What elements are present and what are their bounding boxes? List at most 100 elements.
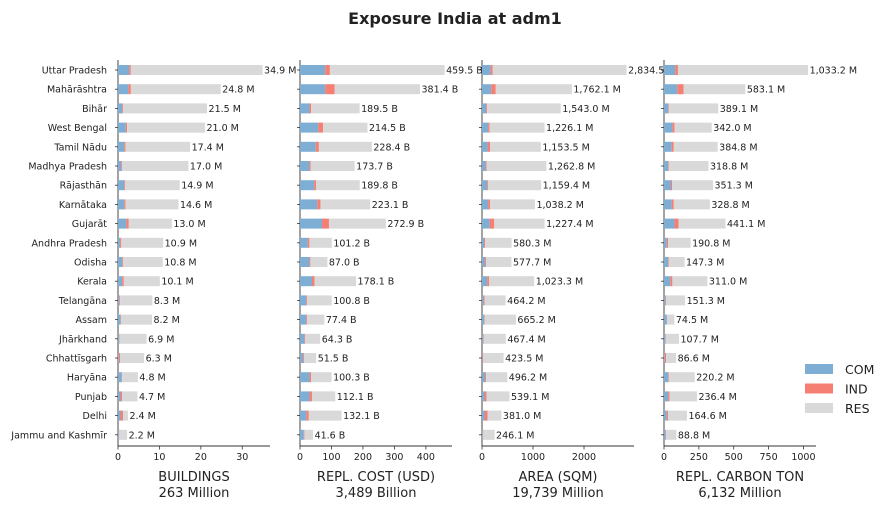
bar-com xyxy=(118,333,120,344)
data-label: 665.2 M xyxy=(517,315,555,326)
region-label: Bihār xyxy=(82,104,107,115)
bar-ind xyxy=(124,199,126,210)
bar-ind xyxy=(491,84,496,95)
bar-res xyxy=(490,199,535,210)
bar-com xyxy=(300,353,304,363)
region-label: Karnātaka xyxy=(59,200,107,211)
bar-com xyxy=(482,141,488,152)
bar-com xyxy=(118,295,120,306)
panel-total: 19,739 Million xyxy=(512,486,603,501)
data-label: 17.0 M xyxy=(190,162,222,173)
data-label: 8.3 M xyxy=(154,296,180,307)
data-label: 51.5 B xyxy=(318,354,349,365)
bar-res xyxy=(669,391,697,402)
bar-ind xyxy=(124,180,126,191)
bar-res xyxy=(123,276,160,287)
bar-com xyxy=(300,391,310,402)
bar-com xyxy=(300,372,310,383)
bar-com xyxy=(300,410,307,421)
bar-res xyxy=(666,429,677,440)
bar-com xyxy=(118,84,129,95)
data-label: 464.2 M xyxy=(507,296,545,307)
bar-com xyxy=(664,372,669,383)
data-label: 17.4 M xyxy=(192,142,224,153)
bar-ind xyxy=(487,180,489,191)
legend-swatch-ind xyxy=(805,383,833,394)
bar-res xyxy=(489,122,545,133)
region-label: Jammu and Kashmīr xyxy=(10,430,107,441)
bar-com xyxy=(300,141,316,152)
bar-ind xyxy=(485,257,487,267)
data-label: 311.0 M xyxy=(709,277,747,288)
bar-ind xyxy=(484,410,488,421)
bar-res xyxy=(328,218,386,229)
bar-ind xyxy=(118,353,121,363)
region-label: West Bengal xyxy=(48,123,107,134)
bar-ind xyxy=(487,276,490,287)
data-label: 2,834.5 M xyxy=(628,66,675,77)
data-label: 351.3 M xyxy=(714,181,752,192)
data-label: 173.7 B xyxy=(356,162,393,173)
bar-com xyxy=(482,372,486,383)
x-tick-label: 300 xyxy=(385,452,403,463)
bar-res xyxy=(673,141,718,152)
bar-ind xyxy=(306,410,309,421)
bar-com xyxy=(664,122,673,133)
bar-com xyxy=(482,314,485,325)
region-label: Chhattīsgarh xyxy=(46,354,107,365)
bar-res xyxy=(120,314,152,325)
bar-res xyxy=(128,218,172,229)
bar-res xyxy=(316,180,360,191)
bar-ind xyxy=(121,161,123,171)
bar-ind xyxy=(668,372,669,383)
x-tick-label: 500 xyxy=(725,452,743,463)
bar-res xyxy=(127,122,205,133)
data-label: 220.2 M xyxy=(696,373,734,384)
x-tick-label: 400 xyxy=(417,452,435,463)
bar-res xyxy=(678,218,726,229)
bar-res xyxy=(485,237,512,248)
bar-ind xyxy=(309,161,311,171)
bar-com xyxy=(300,218,323,229)
region-label: Haryāna xyxy=(67,373,107,384)
bar-com xyxy=(664,295,666,306)
data-label: 101.2 B xyxy=(333,238,370,249)
data-label: 41.6 B xyxy=(315,430,346,441)
data-label: 1,762.1 M xyxy=(573,85,620,96)
bar-res xyxy=(487,103,561,114)
bar-res xyxy=(668,372,695,383)
bar-res xyxy=(121,237,164,248)
bar-ind xyxy=(122,257,123,267)
bar-com xyxy=(664,65,676,75)
x-tick-label: 10 xyxy=(153,452,165,463)
bar-ind xyxy=(120,391,123,402)
bar-com xyxy=(664,314,667,325)
bar-com xyxy=(118,141,125,152)
bar-res xyxy=(304,429,314,440)
bar-res xyxy=(122,103,208,114)
data-label: 223.1 B xyxy=(372,200,409,211)
data-label: 328.8 M xyxy=(711,200,749,211)
bar-res xyxy=(489,276,535,287)
bar-res xyxy=(486,161,547,171)
data-label: 342.0 M xyxy=(713,123,751,134)
data-label: 132.1 B xyxy=(343,411,380,422)
bar-ind xyxy=(303,429,305,440)
x-tick-label: 20 xyxy=(195,452,207,463)
bar-res xyxy=(314,276,357,287)
x-axis-label: BUILDINGS xyxy=(158,470,229,485)
data-label: 178.1 B xyxy=(358,277,395,288)
data-label: 4.7 M xyxy=(139,392,165,403)
data-label: 10.1 M xyxy=(161,277,193,288)
data-label: 190.8 M xyxy=(692,238,730,249)
bar-res xyxy=(122,257,163,267)
data-label: 14.9 M xyxy=(181,181,213,192)
data-label: 1,023.3 M xyxy=(536,277,583,288)
bar-ind xyxy=(119,295,121,306)
bar-com xyxy=(300,314,307,325)
bar-com xyxy=(664,257,669,267)
bar-ind xyxy=(482,429,484,440)
bar-res xyxy=(667,314,675,325)
data-label: 87.0 B xyxy=(329,258,360,269)
